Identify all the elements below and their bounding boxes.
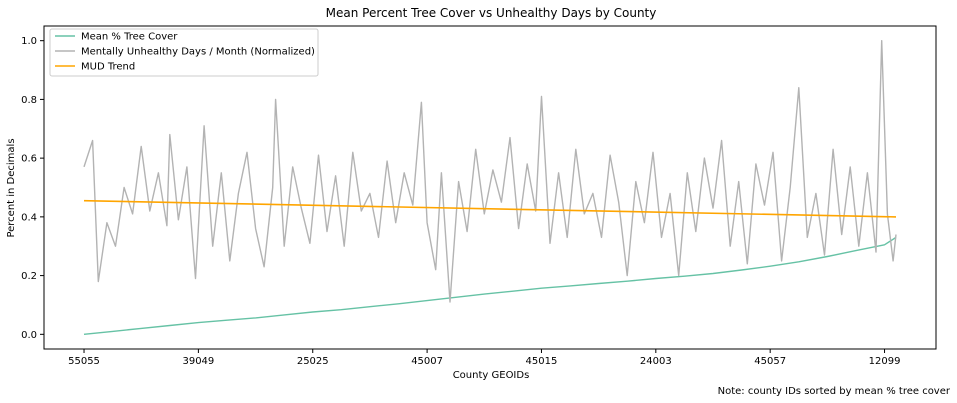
x-tick-label: 45007 (411, 356, 443, 367)
x-tick-label: 45057 (754, 356, 786, 367)
legend-label: MUD Trend (81, 62, 135, 73)
y-axis: 0.0 0.2 0.4 0.6 0.8 1.0 (21, 36, 44, 341)
y-tick-label: 0.4 (21, 212, 37, 223)
x-tick-label: 24003 (640, 356, 672, 367)
chart-title: Mean Percent Tree Cover vs Unhealthy Day… (326, 6, 657, 20)
legend-label: Mentally Unhealthy Days / Month (Normali… (81, 47, 315, 58)
x-tick-label: 39049 (182, 356, 214, 367)
x-axis-label: County GEOIDs (453, 370, 530, 381)
y-tick-label: 0.0 (21, 330, 37, 341)
footnote: Note: county IDs sorted by mean % tree c… (718, 386, 951, 397)
y-tick-label: 0.8 (21, 95, 37, 106)
x-tick-label: 55055 (68, 356, 100, 367)
x-tick-label: 12099 (869, 356, 901, 367)
legend-box (49, 28, 319, 77)
y-tick-label: 0.2 (21, 271, 37, 282)
series-lines (83, 40, 897, 335)
y-tick-label: 0.6 (21, 154, 37, 165)
series-line-2 (83, 199, 897, 218)
x-tick-label: 45015 (526, 356, 558, 367)
x-tick-label: 25025 (297, 356, 329, 367)
x-axis: 55055 39049 25025 45007 45015 24003 45057 12099 (68, 349, 900, 367)
legend-label: Mean % Tree Cover (81, 32, 178, 43)
y-tick-label: 1.0 (21, 36, 37, 47)
series-line-0 (83, 236, 897, 335)
legend: Mean % Tree Cover Mentally Unhealthy Days… (49, 28, 319, 77)
y-axis-label: Percent in Decimals (6, 138, 17, 237)
series-line-1 (83, 40, 897, 303)
